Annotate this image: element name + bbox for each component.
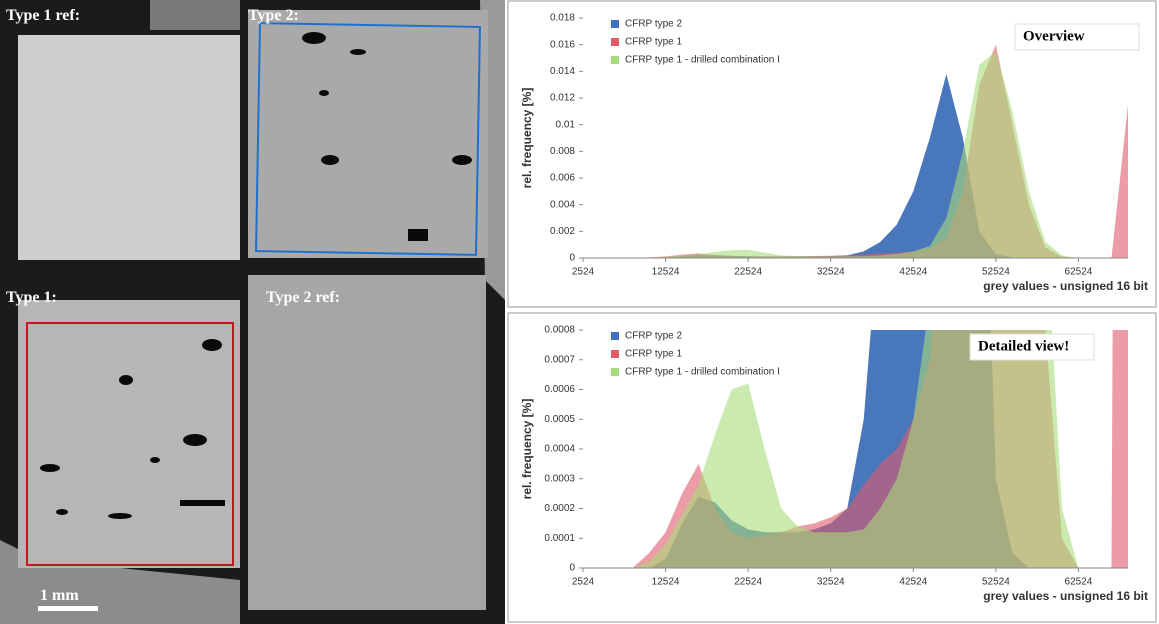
y-tick-label: 0.016 xyxy=(550,39,575,50)
legend-swatch xyxy=(611,332,619,340)
image-mount xyxy=(150,0,240,30)
y-axis-label: rel. frequency [%] xyxy=(520,399,534,500)
legend-swatch xyxy=(611,368,619,376)
sample-label: Type 1: xyxy=(6,289,57,306)
y-tick-label: 0.004 xyxy=(550,199,575,210)
sample xyxy=(18,35,240,260)
x-tick-label: 12524 xyxy=(652,267,680,278)
sample xyxy=(248,10,488,258)
y-axis-label: rel. frequency [%] xyxy=(520,88,534,189)
y-tick-label: 0.012 xyxy=(550,93,575,104)
legend-label: CFRP type 2 xyxy=(625,331,682,342)
x-axis-label: grey values - unsigned 16 bit xyxy=(983,279,1148,293)
y-tick-label: 0.0008 xyxy=(544,325,575,336)
x-tick-label: 32524 xyxy=(817,267,845,278)
y-tick-label: 0.006 xyxy=(550,173,575,184)
y-tick-label: 0.008 xyxy=(550,146,575,157)
scale-bar xyxy=(38,606,98,611)
y-tick-label: 0.0005 xyxy=(544,414,575,425)
y-tick-label: 0.01 xyxy=(556,119,576,130)
legend-label: CFRP type 2 xyxy=(625,19,682,30)
x-axis-label: grey values - unsigned 16 bit xyxy=(983,589,1148,603)
legend-swatch xyxy=(611,20,619,28)
x-tick-label: 22524 xyxy=(734,267,762,278)
y-tick-label: 0.0003 xyxy=(544,473,575,484)
x-tick-label: 32524 xyxy=(817,577,845,588)
y-tick-label: 0.0007 xyxy=(544,354,575,365)
x-tick-label: 52524 xyxy=(982,577,1010,588)
y-tick-label: 0.018 xyxy=(550,13,575,24)
annotation: Detailed view! xyxy=(978,338,1069,354)
scale-label: 1 mm xyxy=(40,587,79,604)
x-tick-label: 52524 xyxy=(982,267,1010,278)
y-tick-label: 0.0006 xyxy=(544,384,575,395)
sample-label: Type 2 ref: xyxy=(266,289,340,306)
legend-label: CFRP type 1 - drilled combination I xyxy=(625,367,780,378)
sample xyxy=(248,275,486,610)
y-tick-label: 0.0004 xyxy=(544,444,575,455)
ct-image: Type 1 ref: Type 2: Type 1: Type 2 ref: … xyxy=(0,0,505,624)
y-tick-label: 0 xyxy=(569,253,575,264)
legend-label: CFRP type 1 - drilled combination I xyxy=(625,55,780,66)
legend-swatch xyxy=(611,38,619,46)
y-tick-label: 0.0001 xyxy=(544,533,575,544)
legend-swatch xyxy=(611,350,619,358)
sample-label: Type 2: xyxy=(248,7,299,24)
figure: Type 1 ref: Type 2: Type 1: Type 2 ref: … xyxy=(0,0,1159,624)
x-tick-label: 42524 xyxy=(899,267,927,278)
x-tick-label: 62524 xyxy=(1065,577,1093,588)
legend-swatch xyxy=(611,56,619,64)
x-tick-label: 42524 xyxy=(899,577,927,588)
y-tick-label: 0.002 xyxy=(550,226,575,237)
legend-label: CFRP type 1 xyxy=(625,349,682,360)
legend-label: CFRP type 1 xyxy=(625,37,682,48)
y-tick-label: 0.0002 xyxy=(544,503,575,514)
x-tick-label: 12524 xyxy=(652,577,680,588)
y-tick-label: 0.014 xyxy=(550,66,575,77)
x-tick-label: 62524 xyxy=(1065,267,1093,278)
sample-label: Type 1 ref: xyxy=(6,7,80,24)
annotation: Overview xyxy=(1023,28,1085,44)
y-tick-label: 0 xyxy=(569,563,575,574)
x-tick-label: 2524 xyxy=(572,577,595,588)
x-tick-label: 2524 xyxy=(572,267,595,278)
x-tick-label: 22524 xyxy=(734,577,762,588)
